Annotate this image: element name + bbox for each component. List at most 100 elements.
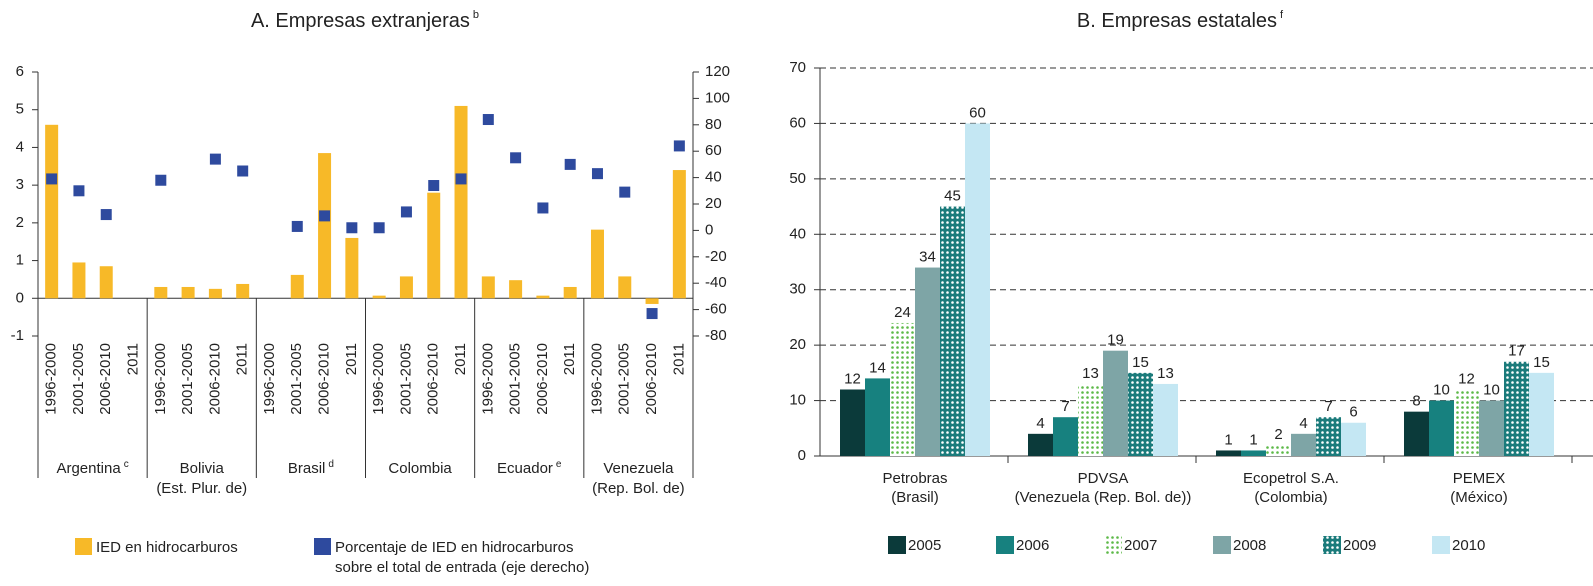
legend-label: Porcentaje de IED en hidrocarburos [335,539,573,556]
legend-swatch [1432,536,1450,554]
point [237,165,249,177]
legend-label: sobre el total de entrada (eje derecho) [335,559,589,576]
group-label-text: Argentina [56,460,121,477]
data-label: 15 [1533,354,1550,371]
x-tick-label: 2001-2005 [397,343,414,415]
point [510,152,522,164]
bar [290,274,304,299]
group-label-text: (Rep. Bol. de) [592,480,685,497]
bar [672,170,686,299]
y-tick-label: 60 [789,114,806,131]
bar [890,322,915,456]
bar [1341,422,1366,456]
data-label: 12 [844,370,861,387]
bar [1429,400,1454,456]
x-tick-label: 1996-2000 [588,343,605,415]
data-label: 13 [1082,365,1099,382]
x-tick-label: (Colombia) [1254,489,1327,506]
x-tick-label: 2011 [452,343,469,375]
point [346,222,358,234]
bar [1404,411,1429,456]
point [319,210,331,222]
x-tick-label: 2001-2005 [288,343,305,415]
x-tick-label: 2006-2010 [316,343,333,415]
legend-label: 2008 [1233,537,1266,554]
bar [154,286,168,299]
x-tick-label: 1996-2000 [261,343,278,415]
group-label-text: Bolivia [180,460,225,477]
data-label: 4 [1299,415,1307,432]
bar [1479,400,1504,456]
group-label: Colombia [388,460,452,477]
y-tick-label: 2 [16,214,24,231]
x-tick-label: Ecopetrol S.A. [1243,470,1339,487]
x-tick-label: 2011 [670,343,687,375]
bar [45,124,59,299]
bar [840,389,865,456]
group-label-text: Brasil [288,460,326,477]
x-tick-label: 2011 [234,343,251,375]
x-tick-label: (Venezuela (Rep. Bol. de)) [1015,489,1192,506]
bar [563,286,577,299]
bar [915,267,940,456]
group-label: Bolivia [180,460,225,477]
data-label: 6 [1349,404,1357,421]
y2-tick-label: 60 [705,142,722,159]
point [373,222,385,234]
bar [1316,417,1341,456]
legend-swatch [1213,536,1231,554]
data-label: 1 [1249,431,1257,448]
legend-label: IED en hidrocarburos [96,539,238,556]
bar [318,153,332,299]
bar [645,298,659,304]
x-tick-label: PDVSA [1078,470,1129,487]
y-tick-label: 70 [789,59,806,76]
point [428,180,440,192]
y2-tick-label: -20 [705,248,727,265]
bar [509,280,523,299]
y-tick-label: 0 [16,289,24,306]
y-tick-label: 0 [798,447,806,464]
bar [1454,389,1479,456]
group-label-note: c [124,459,129,470]
y-tick-label: 40 [789,225,806,242]
x-tick-label: 2006-2010 [425,343,442,415]
bar [965,123,990,456]
bar [72,262,86,299]
y-tick-label: 4 [16,138,24,155]
legend-label: 2009 [1343,537,1376,554]
y2-tick-label: 100 [705,89,730,106]
y-tick-label: 20 [789,336,806,353]
bar [1216,450,1241,456]
x-tick-label: 2006-2010 [534,343,551,415]
point [619,186,631,198]
bar [1128,372,1153,456]
y2-tick-label: -40 [705,274,727,291]
bar [590,229,604,299]
bar [372,295,386,299]
title-note: f [1280,9,1284,21]
point [100,209,112,221]
point [73,185,85,197]
x-tick-label: 2011 [343,343,360,375]
legend-swatch [314,538,331,555]
y-tick-label: 5 [16,101,24,118]
title-text: A. Empresas extranjeras [251,10,470,32]
y2-tick-label: 0 [705,221,713,238]
y-tick-label: 6 [16,63,24,80]
point [591,168,603,180]
y2-tick-label: 120 [705,63,730,80]
bar [1241,450,1266,456]
x-tick-label: 2001-2005 [507,343,524,415]
x-tick-label: 1996-2000 [370,343,387,415]
y-tick-label: 10 [789,392,806,409]
data-label: 14 [869,359,886,376]
point [455,173,467,185]
group-label: Ecuador e [497,459,562,477]
x-tick-label: PEMEX [1453,470,1506,487]
chart-title: A. Empresas extranjeras b [251,9,479,32]
legend-swatch [1323,536,1341,554]
legend-swatch [996,536,1014,554]
bar [1028,433,1053,456]
